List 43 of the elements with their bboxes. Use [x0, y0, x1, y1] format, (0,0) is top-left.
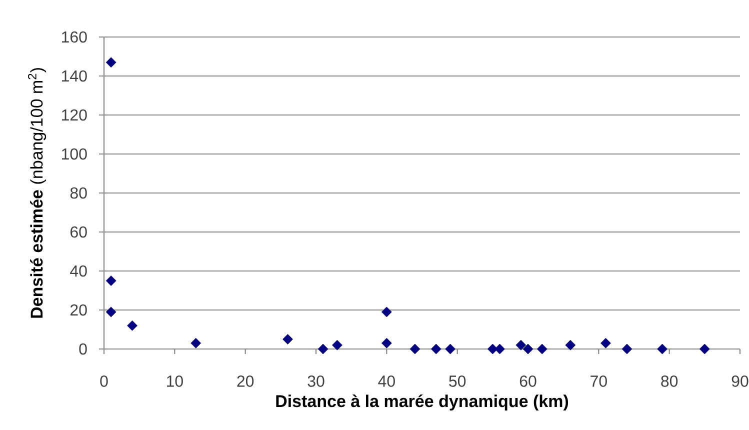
y-axis-title: Densité estimée (nbang/100 m$^{2}$) — [28, 68, 46, 318]
point — [106, 57, 116, 68]
point — [381, 306, 392, 318]
point — [410, 344, 420, 354]
y-tick-label: 0 — [79, 343, 87, 355]
point — [536, 344, 548, 354]
y-tick-label: 40 — [70, 265, 87, 277]
y-tick-label: 100 — [62, 148, 87, 160]
point — [565, 340, 576, 350]
point — [332, 340, 342, 350]
y-tick-label: 120 — [62, 109, 87, 121]
x-tick-label: 80 — [661, 376, 678, 387]
x-tick-label: 30 — [308, 376, 324, 387]
x-tick-label: 40 — [378, 376, 395, 387]
point — [522, 344, 534, 354]
y-tick-label: 80 — [70, 187, 87, 199]
x-axis-title: Distance à la marée dynamique (km) — [276, 394, 568, 411]
point — [127, 320, 138, 331]
x-tick-label: 70 — [590, 376, 607, 387]
point — [516, 340, 526, 350]
x-tick-label: 60 — [520, 376, 536, 387]
x-tick-label: 20 — [237, 376, 254, 387]
point — [381, 338, 392, 348]
point — [445, 344, 456, 354]
x-tick-label: 50 — [449, 376, 466, 387]
point — [190, 338, 202, 348]
point — [318, 344, 328, 354]
point — [106, 276, 116, 286]
x-tick-label: 90 — [732, 376, 748, 387]
point — [600, 338, 611, 348]
x-tick-label: 0 — [100, 376, 108, 387]
point — [282, 334, 293, 344]
point — [699, 344, 710, 354]
y-tick-label: 140 — [62, 70, 87, 82]
point — [622, 344, 632, 354]
point — [106, 306, 116, 318]
y-tick-label: 160 — [62, 31, 87, 43]
point — [494, 344, 505, 354]
y-tick-label: 60 — [70, 226, 87, 238]
point — [657, 344, 668, 354]
x-tick-label: 10 — [166, 376, 183, 387]
y-tick-label: 20 — [70, 304, 87, 316]
point — [430, 344, 442, 354]
